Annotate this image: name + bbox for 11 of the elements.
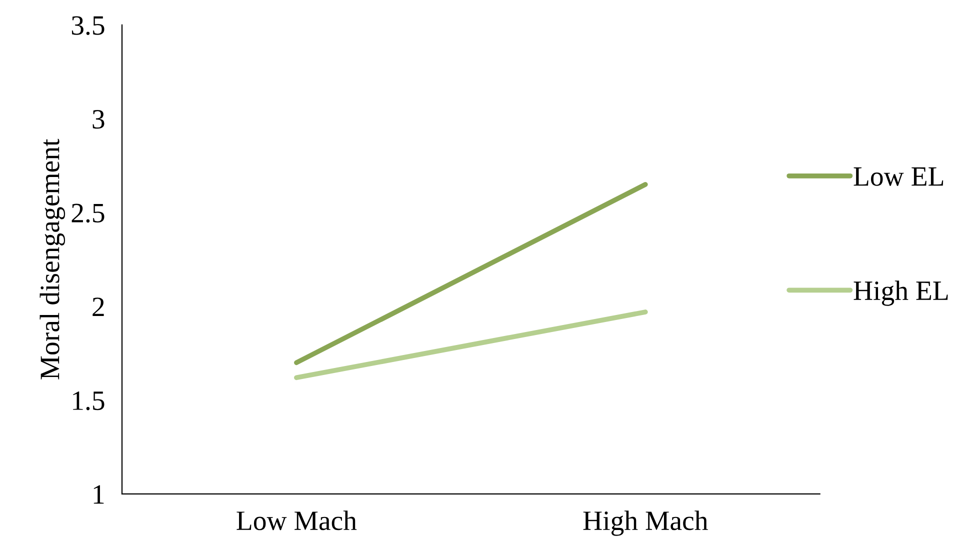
- y-tick-label: 2: [92, 298, 104, 316]
- legend-label: High EL: [854, 280, 948, 306]
- x-tick-label: Low Mach: [236, 510, 357, 530]
- y-tick-label: 1.5: [73, 391, 104, 410]
- x-tick-label: High Mach: [583, 510, 708, 536]
- legend-label: Low EL: [854, 167, 944, 186]
- y-tick-label: 2.5: [72, 204, 104, 223]
- y-tick-label: 1: [94, 485, 104, 504]
- y-axis-title: Moral disengagement: [40, 138, 66, 380]
- y-tick-label: 3.5: [72, 16, 104, 36]
- y-tick-label: 3: [92, 110, 104, 129]
